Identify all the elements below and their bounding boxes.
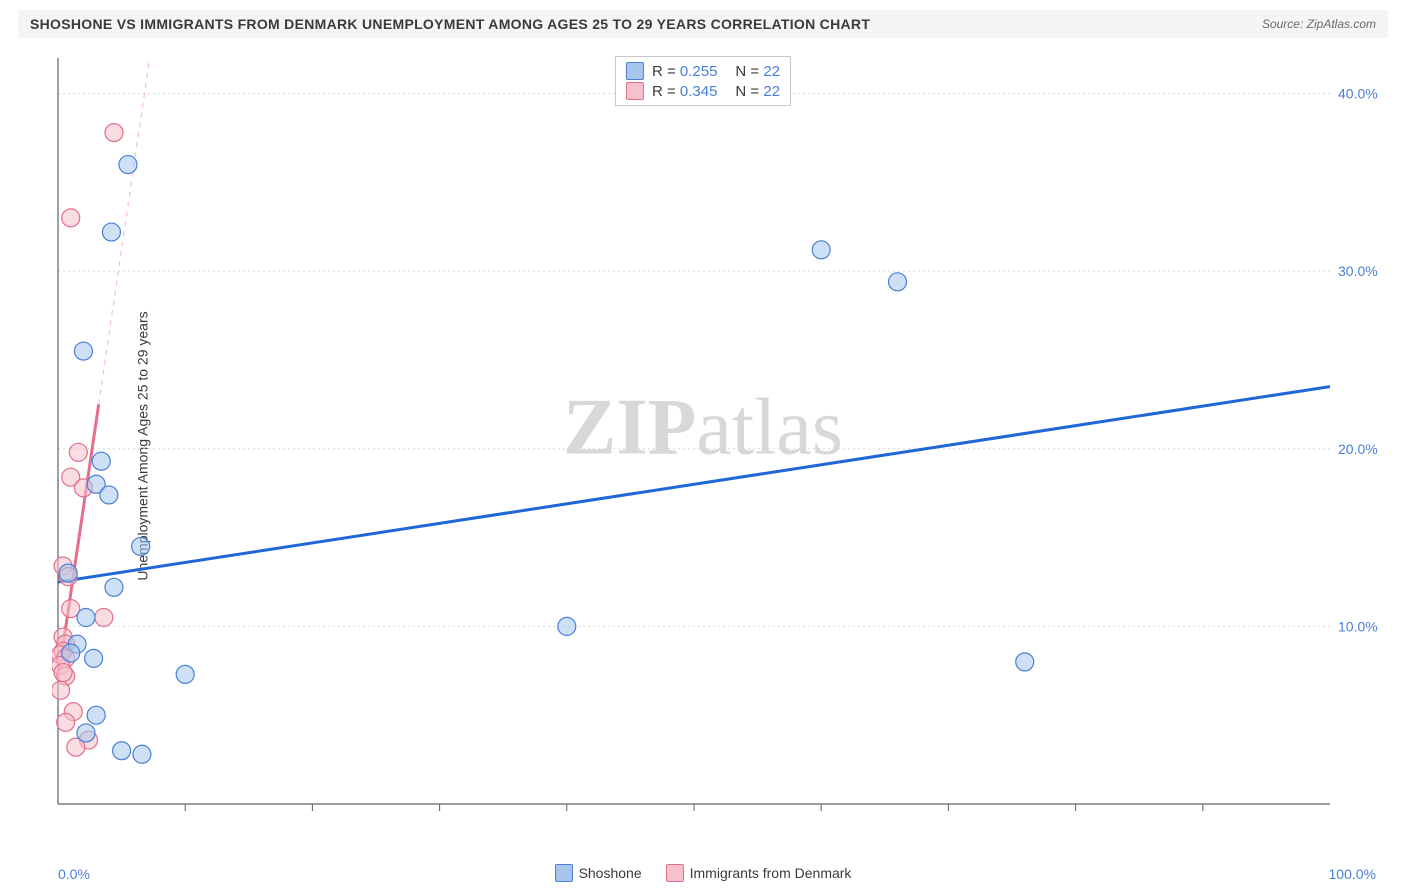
legend-item-denmark: Immigrants from Denmark (666, 864, 852, 882)
plot-area: 10.0% 20.0% 30.0% 40.0% (52, 52, 1388, 832)
swatch-denmark (626, 82, 644, 100)
scatter-chart: 10.0% 20.0% 30.0% 40.0% (52, 52, 1388, 832)
legend-item-shoshone: Shoshone (555, 864, 642, 882)
stat-row-shoshone: R = 0.255N = 22 (626, 61, 780, 81)
chart-title: SHOSHONE VS IMMIGRANTS FROM DENMARK UNEM… (30, 16, 870, 32)
svg-text:30.0%: 30.0% (1338, 263, 1378, 279)
swatch-shoshone (626, 62, 644, 80)
x-axis-min-label: 0.0% (58, 866, 90, 882)
svg-text:40.0%: 40.0% (1338, 86, 1378, 102)
svg-text:10.0%: 10.0% (1338, 618, 1378, 634)
stat-row-denmark: R = 0.345N = 22 (626, 81, 780, 101)
stat-legend: R = 0.255N = 22 R = 0.345N = 22 (615, 56, 791, 106)
chart-header: SHOSHONE VS IMMIGRANTS FROM DENMARK UNEM… (18, 10, 1388, 38)
bottom-legend: Shoshone Immigrants from Denmark (0, 864, 1406, 882)
chart-source: Source: ZipAtlas.com (1262, 17, 1376, 31)
swatch-denmark-icon (666, 864, 684, 882)
svg-text:20.0%: 20.0% (1338, 441, 1378, 457)
x-axis-max-label: 100.0% (1329, 866, 1376, 882)
swatch-shoshone-icon (555, 864, 573, 882)
